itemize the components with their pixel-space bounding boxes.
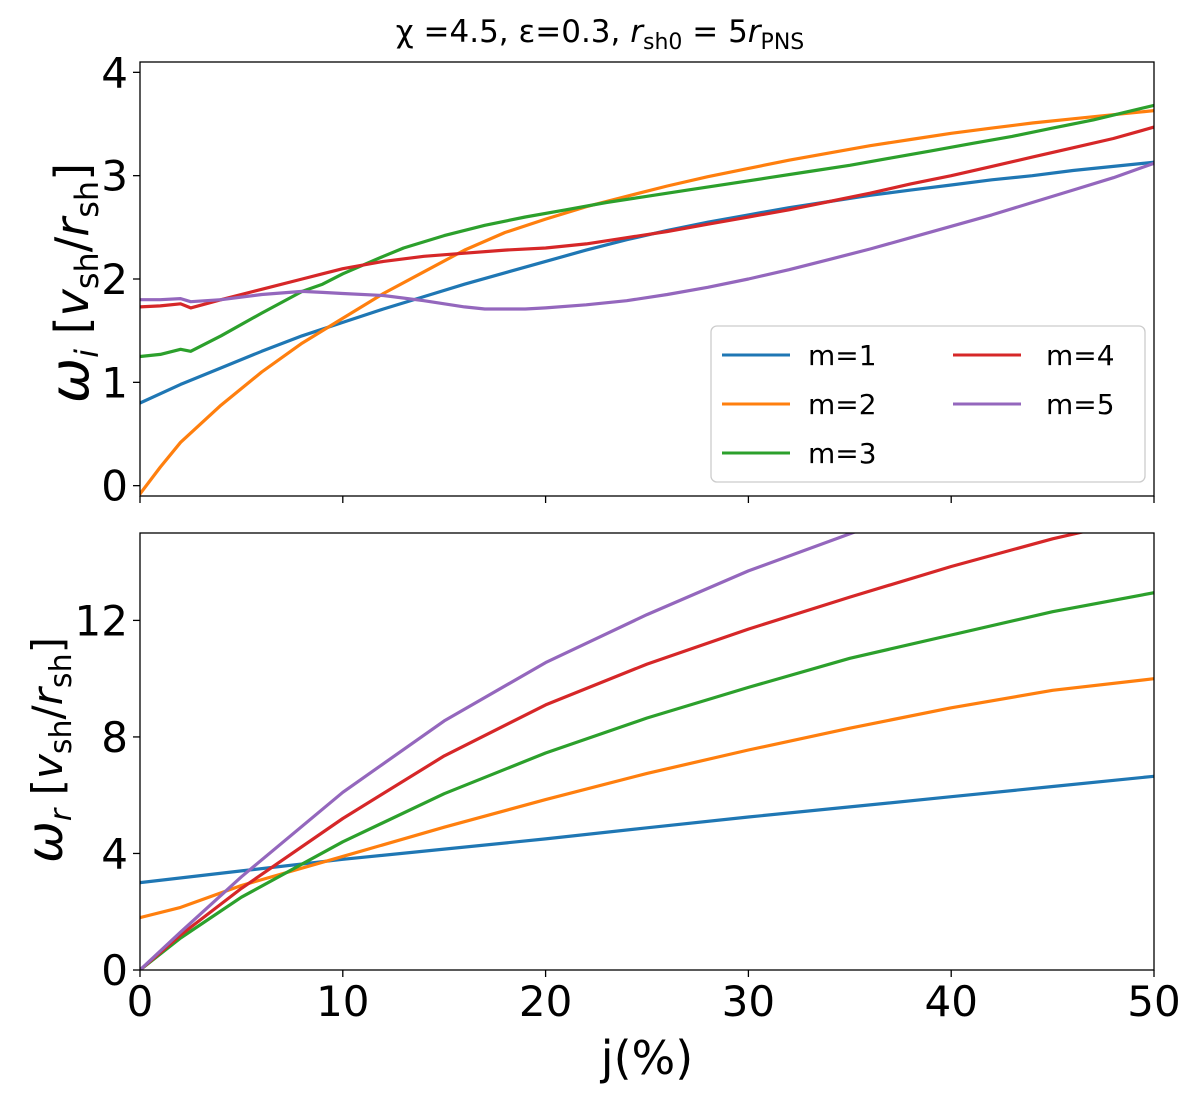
bottom-ylabel-sym: ω [16, 821, 74, 863]
title-r1: r [630, 14, 645, 50]
bottom-x-tick-label: 10 [316, 977, 369, 1026]
top-series-line-m4 [140, 125, 1154, 310]
legend-label-m1: m=1 [808, 339, 877, 372]
top-ylabel-slash: / [45, 236, 99, 252]
legend-label-m3: m=3 [808, 437, 877, 470]
top-y-ticks: 0 1 2 3 4 [101, 48, 140, 511]
bottom-series-line-m3 [140, 591, 1154, 970]
top-series-group [140, 103, 1154, 496]
bottom-plot-frame [139, 532, 1155, 971]
bottom-x-tick-label: 20 [519, 977, 572, 1026]
bottom-y-tick-label: 12 [75, 596, 128, 645]
top-ylabel-vsub: sh [68, 252, 106, 289]
legend-label-m4: m=4 [1046, 339, 1115, 372]
title-equals: = 5 [682, 14, 747, 50]
bottom-y-tick-label: 8 [101, 713, 128, 762]
top-ylabel-sub: i [68, 349, 106, 358]
x-axis-label: j(%) [600, 1031, 693, 1085]
bottom-ylabel-rsub: sh [44, 653, 79, 688]
bottom-ylabel-v: v [23, 753, 72, 779]
bottom-y-tick-label: 4 [101, 829, 128, 878]
top-ylabel-close: ] [45, 163, 99, 181]
bottom-series-line-m1 [140, 774, 1154, 885]
bottom-y-ticks: 0 4 8 12 [75, 596, 140, 995]
top-y-tick-label: 0 [101, 462, 128, 511]
bottom-x-tick-label: 0 [127, 977, 154, 1026]
bottom-x-tick-label: 30 [722, 977, 775, 1026]
bottom-ylabel-sub: r [44, 807, 79, 821]
bottom-ylabel-open: [ [23, 779, 72, 809]
top-y-tick-label: 1 [101, 358, 128, 407]
bottom-x-ticks: 0 10 20 30 40 50 [127, 970, 1181, 1026]
bottom-ylabel-close: ] [23, 637, 72, 653]
bottom-ylabel-vsub: sh [44, 720, 79, 755]
title-r2: r [748, 14, 763, 50]
top-ylabel-sym: ω [38, 358, 101, 403]
legend: m=1 m=2 m=3 m=4 m=5 [710, 325, 1146, 483]
top-ylabel-rsub: sh [68, 181, 106, 218]
title-sub1: sh0 [643, 30, 682, 55]
legend-label-m5: m=5 [1046, 388, 1115, 421]
bottom-x-tick-label: 40 [924, 977, 977, 1026]
top-ylabel-r: r [45, 215, 99, 237]
bottom-series-line-m2 [140, 677, 1154, 920]
bottom-series-line-m4 [140, 533, 1086, 970]
bottom-y-tick-label: 0 [101, 946, 128, 995]
top-series-line-m5 [140, 161, 1154, 311]
bottom-y-axis-label: ωr [vsh/rsh] [16, 637, 79, 863]
bottom-ylabel-slash: / [23, 705, 72, 720]
chart-title: χ =4.5, ε=0.3, rsh0 = 5rPNS [396, 14, 805, 55]
legend-box [710, 325, 1146, 483]
top-y-tick-label: 4 [101, 48, 128, 97]
top-x-ticks [139, 496, 1155, 503]
top-series-line-m3 [140, 103, 1154, 359]
top-ylabel-v: v [45, 288, 99, 316]
top-series-line-m2 [140, 109, 1154, 496]
bottom-ylabel-r: r [23, 685, 72, 705]
bottom-series-group [140, 533, 1154, 970]
top-y-tick-label: 3 [101, 152, 128, 201]
title-sub2: PNS [761, 30, 805, 55]
top-ylabel-open: [ [45, 316, 99, 349]
legend-label-m2: m=2 [808, 388, 877, 421]
top-y-axis-label: ωi [vsh/rsh] [38, 163, 106, 403]
bottom-series-line-m5 [140, 533, 857, 970]
title-prefix: χ =4.5, ε=0.3, [396, 14, 630, 50]
top-y-tick-label: 2 [101, 255, 128, 304]
bottom-x-tick-label: 50 [1127, 977, 1180, 1026]
